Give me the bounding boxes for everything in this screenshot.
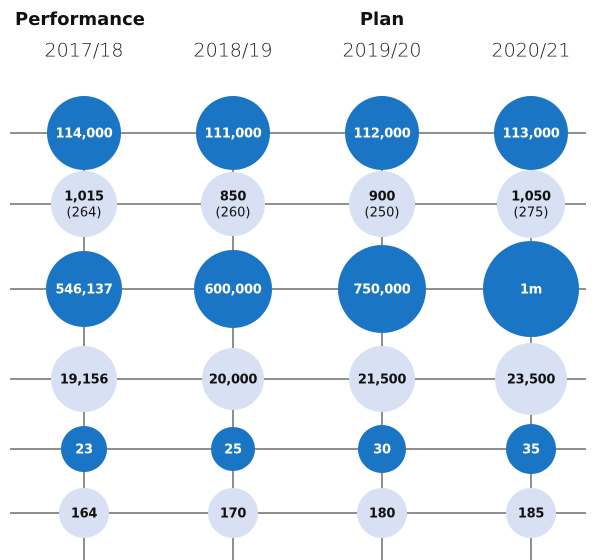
- bubble: [357, 488, 407, 538]
- bubble: [61, 426, 107, 472]
- bubble-sub: (260): [216, 206, 251, 221]
- bubble: [51, 346, 117, 412]
- bubble-sub: (275): [514, 206, 549, 221]
- bubble: [494, 96, 568, 170]
- bubble: [51, 171, 117, 237]
- column-year: 2018/19: [194, 40, 273, 62]
- bubble: [59, 488, 109, 538]
- bubble-value: 750,000: [353, 283, 410, 298]
- bubble-sub: (250): [365, 206, 400, 221]
- bubble-value: 170: [220, 507, 246, 522]
- bubble-value: 1,015: [64, 190, 104, 205]
- bubble-value: 1,050: [511, 190, 551, 205]
- bubble-value: 23: [75, 443, 93, 458]
- bubble-value: 20,000: [209, 373, 258, 388]
- bubble: [47, 96, 121, 170]
- bubble-sub: (264): [67, 206, 102, 221]
- bubble: [483, 241, 579, 337]
- column-year: 2019/20: [343, 40, 422, 62]
- bubble-value: 23,500: [507, 373, 556, 388]
- bubble-value: 180: [369, 507, 395, 522]
- bubble-value: 164: [71, 507, 97, 522]
- bubble: [495, 343, 567, 415]
- bubble-value: 111,000: [204, 127, 261, 142]
- bubble: [208, 488, 258, 538]
- column-year: 2017/18: [45, 40, 124, 62]
- bubble: [506, 424, 556, 474]
- bubble: [194, 250, 272, 328]
- bubble: [497, 170, 565, 238]
- bubble-value: 113,000: [502, 127, 559, 142]
- bubble-value: 25: [224, 443, 242, 458]
- bubble-value: 900: [369, 190, 395, 205]
- bubble-value: 21,500: [358, 373, 407, 388]
- bubble: [349, 171, 415, 237]
- bubble-value: 112,000: [353, 127, 410, 142]
- bubble-value: 19,156: [60, 373, 109, 388]
- bubble: [196, 96, 270, 170]
- bubble: [211, 427, 255, 471]
- bubble: [338, 245, 426, 333]
- bubble-value: 35: [522, 443, 540, 458]
- bubble-value: 30: [373, 443, 391, 458]
- bubble: [345, 96, 419, 170]
- bubble-value: 546,137: [55, 283, 112, 298]
- bubble: [349, 346, 415, 412]
- bubble-value: 600,000: [204, 283, 261, 298]
- column-year: 2020/21: [492, 40, 571, 62]
- bubble-value: 850: [220, 190, 246, 205]
- bubble: [202, 348, 264, 410]
- bubble: [201, 172, 265, 236]
- bubble-value: 185: [518, 507, 544, 522]
- bubble: [506, 488, 556, 538]
- bubble-value: 1m: [520, 283, 542, 298]
- bubble-value: 114,000: [55, 127, 112, 142]
- header-plan: Plan: [360, 9, 404, 30]
- bubble: [358, 425, 406, 473]
- bubble: [46, 251, 122, 327]
- header-performance: Performance: [15, 9, 145, 30]
